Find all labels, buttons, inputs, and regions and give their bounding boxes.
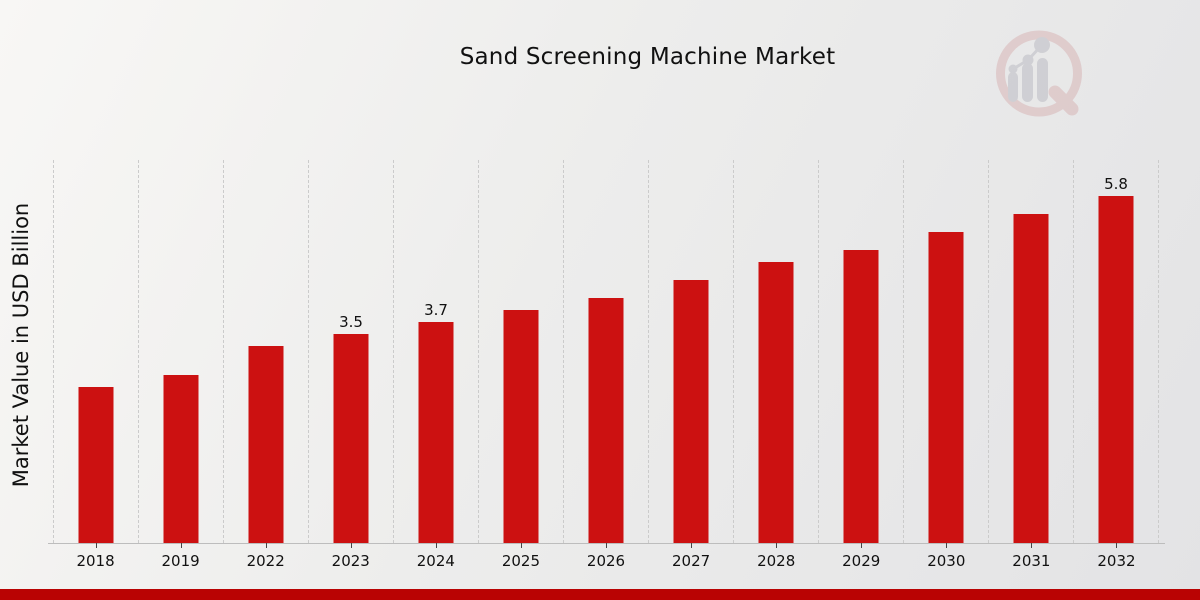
chart-column-2018 (53, 160, 138, 548)
x-axis-tick-label-2032: 2032 (1097, 552, 1136, 570)
market-research-logo-icon (996, 30, 1082, 117)
x-axis-tick (436, 543, 437, 548)
chart-column-2031 (988, 160, 1073, 548)
x-axis-tick (521, 543, 522, 548)
plot-area: 3.5 3.7 5.8 (53, 160, 1159, 548)
bar-2032 (1098, 196, 1134, 543)
x-axis-tick (691, 543, 692, 548)
x-axis-tick-label-2018: 2018 (76, 552, 115, 570)
x-axis-tick (1116, 543, 1117, 548)
x-axis-tick (776, 543, 777, 548)
chart-column-2025 (478, 160, 563, 548)
x-axis-tick (351, 543, 352, 548)
bar-2025 (503, 310, 539, 543)
x-axis-tick-label-2023: 2023 (331, 552, 370, 570)
x-axis-tick-label-2030: 2030 (927, 552, 966, 570)
chart-column-2032: 5.8 (1073, 160, 1159, 548)
x-axis-tick (606, 543, 607, 548)
chart-column-2023: 3.5 (308, 160, 393, 548)
bar-2026 (588, 298, 624, 543)
chart-column-2024: 3.7 (393, 160, 478, 548)
bar-2031 (1013, 214, 1049, 543)
bar-2027 (673, 280, 709, 543)
bar-value-label-2024: 3.7 (424, 301, 448, 319)
chart-column-2022 (223, 160, 308, 548)
bar-2018 (78, 387, 114, 543)
x-axis-tick-label-2026: 2026 (586, 552, 626, 570)
chart-column-2027 (648, 160, 733, 548)
chart-column-2030 (903, 160, 988, 548)
x-axis-tick-label-2029: 2029 (842, 552, 881, 570)
bar-2024 (418, 322, 454, 543)
x-axis-tick (861, 543, 862, 548)
chart-column-2026 (563, 160, 648, 548)
x-axis-tick-label-2031: 2031 (1012, 552, 1051, 570)
chart-column-2028 (733, 160, 818, 548)
x-axis-tick (181, 543, 182, 548)
x-axis-labels: 2018 2019 2022 2023 2024 2025 2026 2027 2028 2029… (53, 552, 1159, 570)
x-axis-tick-label-2025: 2025 (501, 552, 541, 570)
bottom-accent-bar (0, 589, 1200, 600)
y-axis-label: Market Value in USD Billion (9, 202, 33, 488)
x-axis-tick-label-2027: 2027 (671, 552, 711, 570)
bar-2019 (163, 375, 199, 543)
bar-2022 (248, 346, 284, 543)
x-axis-tick-label-2024: 2024 (416, 552, 455, 570)
x-axis-tick (946, 543, 947, 548)
bar-2029 (843, 250, 879, 543)
bar-2028 (758, 262, 794, 543)
x-axis-tick (96, 543, 97, 548)
bar-value-label-2032: 5.8 (1104, 175, 1128, 193)
x-axis-tick-label-2022: 2022 (246, 552, 285, 570)
x-axis-tick-label-2028: 2028 (757, 552, 796, 570)
chart-title: Sand Screening Machine Market (459, 44, 836, 70)
bar-2023 (333, 334, 369, 543)
x-axis-tick (266, 543, 267, 548)
chart-column-2019 (138, 160, 223, 548)
chart-column-2029 (818, 160, 903, 548)
bar-2030 (928, 232, 964, 543)
x-axis-tick-label-2019: 2019 (161, 552, 200, 570)
bar-value-label-2023: 3.5 (339, 313, 363, 331)
x-axis-tick (1031, 543, 1032, 548)
